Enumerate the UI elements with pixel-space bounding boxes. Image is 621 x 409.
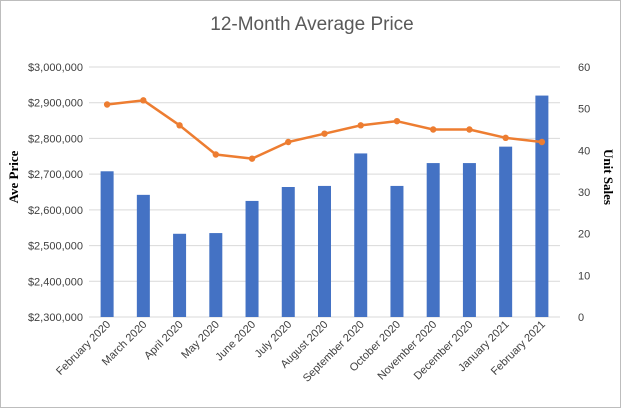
line-series xyxy=(103,97,546,162)
y2-tick-label: 0 xyxy=(578,312,584,324)
x-tick-label: April 2020 xyxy=(142,319,186,363)
bar-series xyxy=(100,95,549,317)
bar xyxy=(100,171,114,317)
x-tick-label: February 2020 xyxy=(54,319,113,378)
line-point xyxy=(285,138,292,146)
line-point xyxy=(140,97,147,104)
line-point xyxy=(357,122,364,129)
line-point xyxy=(176,122,183,129)
line-point xyxy=(429,126,437,133)
bar xyxy=(245,200,259,317)
y2-tick-label: 20 xyxy=(578,229,590,241)
bar xyxy=(318,185,331,317)
line-point xyxy=(103,101,111,108)
left-axis-title: Ave Price xyxy=(6,150,21,203)
y-tick-label: $2,700,000 xyxy=(28,169,83,181)
y-tick-label: $2,900,000 xyxy=(28,98,83,110)
y2-tick-label: 40 xyxy=(578,145,590,157)
bar xyxy=(281,187,295,317)
bar xyxy=(462,163,476,317)
right-axis-title: Unit Sales xyxy=(601,149,616,205)
bar xyxy=(173,233,187,317)
line-point xyxy=(248,155,256,162)
y2-tick-label: 10 xyxy=(578,270,590,282)
y-tick-label: $2,600,000 xyxy=(28,205,83,217)
left-axis-ticks: $2,300,000 $2,400,000 $2,500,000 $2,600,000… xyxy=(28,62,83,324)
right-axis-ticks: 0 10 20 30 40 50 60 xyxy=(578,62,590,324)
bar xyxy=(499,146,513,317)
chart-title: 12-Month Average Price xyxy=(210,14,414,35)
bar xyxy=(354,153,368,317)
y2-tick-label: 50 xyxy=(578,104,590,116)
line-point xyxy=(321,130,328,137)
bar xyxy=(209,233,223,317)
y-tick-label: $2,800,000 xyxy=(28,133,83,145)
unit-sales-line xyxy=(106,99,543,160)
y-tick-label: $2,400,000 xyxy=(28,276,83,288)
line-point xyxy=(212,151,220,158)
bar xyxy=(426,163,440,317)
y2-tick-label: 60 xyxy=(578,62,590,74)
y-tick-label: $3,000,000 xyxy=(28,62,83,74)
line-point xyxy=(393,117,401,125)
y-tick-label: $2,300,000 xyxy=(28,312,83,324)
bar xyxy=(535,95,549,317)
line-point xyxy=(466,126,473,133)
y-tick-label: $2,500,000 xyxy=(28,241,83,253)
bar xyxy=(390,185,404,317)
line-point xyxy=(538,138,546,146)
y2-tick-label: 30 xyxy=(578,187,590,199)
line-point xyxy=(502,134,509,142)
bar xyxy=(136,194,150,317)
x-tick-label: September 2020 xyxy=(301,319,367,385)
